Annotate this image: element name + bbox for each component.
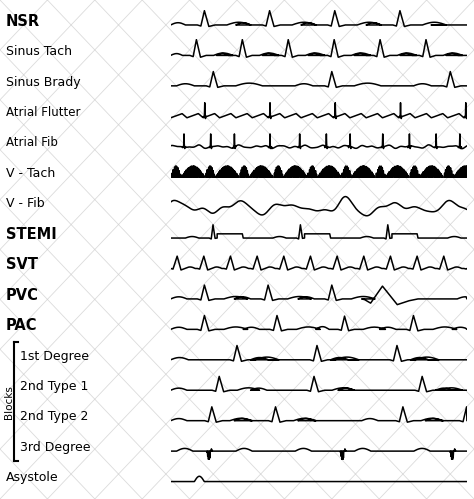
Text: STEMI: STEMI bbox=[6, 227, 56, 242]
Text: Sinus Brady: Sinus Brady bbox=[6, 75, 80, 89]
Text: SVT: SVT bbox=[6, 257, 38, 272]
Text: 2nd Type 1: 2nd Type 1 bbox=[20, 380, 88, 393]
Text: 1st Degree: 1st Degree bbox=[20, 349, 89, 363]
Text: 2nd Type 2: 2nd Type 2 bbox=[20, 410, 88, 424]
Text: Atrial Fib: Atrial Fib bbox=[6, 136, 57, 150]
Text: Asystole: Asystole bbox=[6, 471, 58, 485]
Text: PAC: PAC bbox=[6, 318, 37, 333]
Text: Blocks: Blocks bbox=[3, 385, 14, 419]
Text: 3rd Degree: 3rd Degree bbox=[20, 441, 91, 454]
Text: Sinus Tach: Sinus Tach bbox=[6, 45, 72, 58]
Text: PVC: PVC bbox=[6, 287, 38, 303]
Text: V - Fib: V - Fib bbox=[6, 197, 44, 211]
Text: Atrial Flutter: Atrial Flutter bbox=[6, 106, 80, 119]
Text: V - Tach: V - Tach bbox=[6, 167, 55, 180]
Text: NSR: NSR bbox=[6, 13, 40, 29]
